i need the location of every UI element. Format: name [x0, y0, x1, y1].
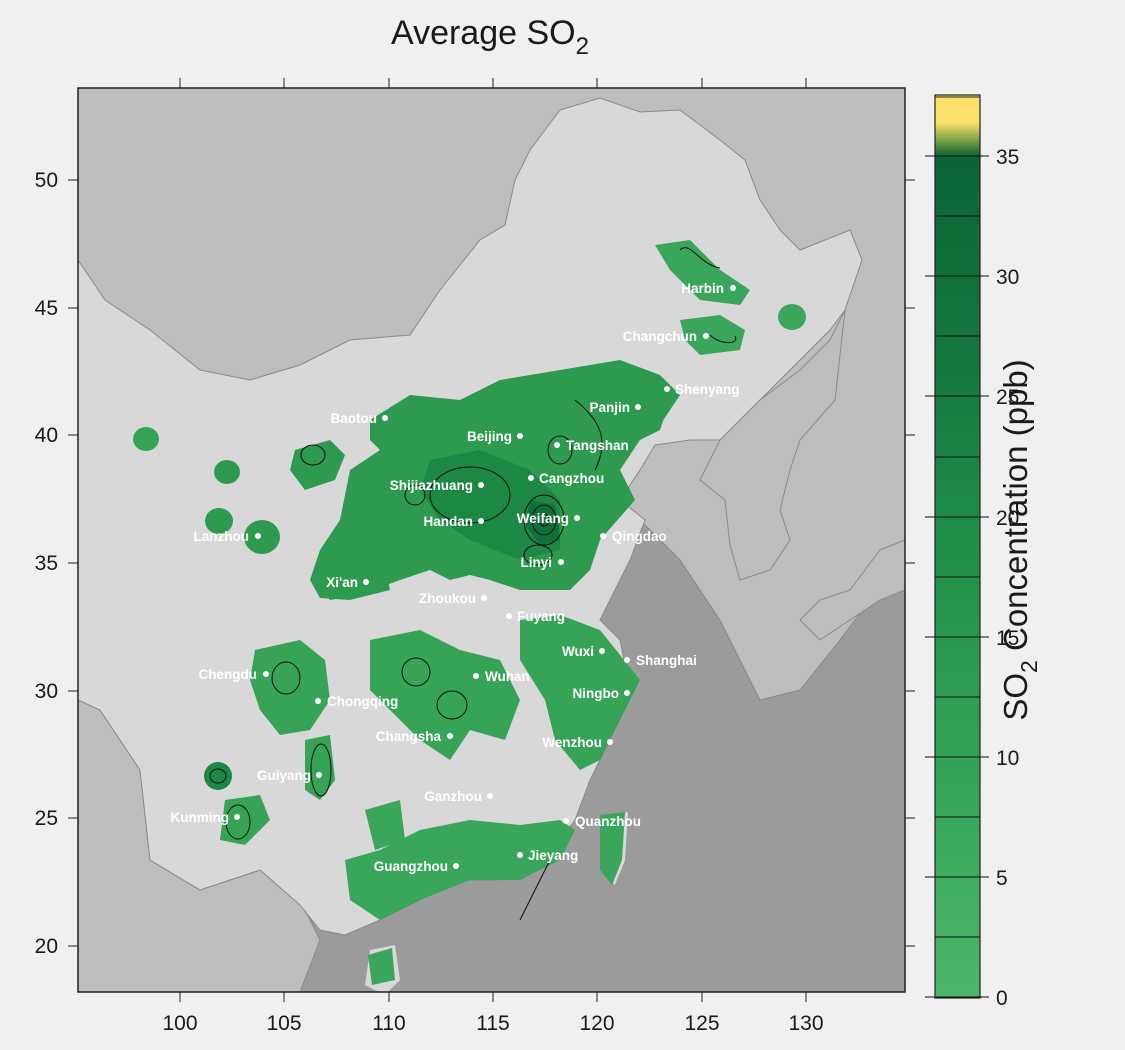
svg-text:45: 45	[35, 297, 58, 320]
svg-text:Cangzhou: Cangzhou	[539, 471, 604, 486]
svg-text:Chengdu: Chengdu	[199, 667, 258, 682]
svg-text:Baotou: Baotou	[331, 411, 378, 426]
map-frame	[77, 87, 906, 993]
x-axis	[179, 78, 807, 1002]
svg-text:Beijing: Beijing	[467, 429, 512, 444]
colorbar	[925, 94, 989, 999]
svg-text:Xi'an: Xi'an	[326, 575, 358, 590]
svg-text:35: 35	[996, 146, 1019, 169]
svg-text:40: 40	[35, 424, 58, 447]
chart-title: Average SO2	[391, 14, 589, 60]
svg-text:Shanghai: Shanghai	[636, 653, 697, 668]
svg-text:Harbin: Harbin	[681, 281, 724, 296]
korea-land	[699, 309, 846, 581]
svg-text:Chongqing: Chongqing	[327, 694, 398, 709]
svg-text:Lanzhou: Lanzhou	[194, 529, 250, 544]
svg-text:Ganzhou: Ganzhou	[424, 789, 482, 804]
svg-text:15: 15	[996, 627, 1019, 650]
svg-text:5: 5	[996, 867, 1008, 890]
contour-lines	[209, 247, 737, 921]
city-markers	[234, 285, 736, 869]
svg-text:Qingdao: Qingdao	[612, 529, 667, 544]
svg-text:25: 25	[996, 386, 1019, 409]
svg-text:130: 130	[788, 1012, 823, 1035]
svg-text:105: 105	[266, 1012, 301, 1035]
svg-text:50: 50	[35, 169, 58, 192]
svg-text:Guiyang: Guiyang	[257, 768, 311, 783]
y-axis	[68, 179, 915, 947]
svg-text:110: 110	[372, 1012, 405, 1035]
svg-text:Wenzhou: Wenzhou	[542, 735, 602, 750]
svg-text:Handan: Handan	[423, 514, 473, 529]
svg-text:Shenyang: Shenyang	[675, 382, 740, 397]
svg-text:Zhoukou: Zhoukou	[419, 591, 476, 606]
svg-text:Changchun: Changchun	[623, 329, 697, 344]
svg-text:125: 125	[684, 1012, 719, 1035]
svg-text:Ningbo: Ningbo	[573, 686, 620, 701]
svg-text:Shijiazhuang: Shijiazhuang	[390, 478, 473, 493]
colorbar-title: SO2 Concentration (ppb)	[997, 359, 1042, 721]
svg-text:0: 0	[996, 987, 1008, 1010]
svg-text:20: 20	[35, 935, 58, 958]
x-tick-labels: 100 105 110 115 120 125 130	[162, 1012, 823, 1035]
svg-text:Wuhan: Wuhan	[485, 669, 530, 684]
svg-text:120: 120	[579, 1012, 614, 1035]
so2-concentration-field	[133, 240, 806, 985]
y-tick-labels: 20 25 30 35 40 45 50	[35, 169, 58, 958]
svg-text:Weifang: Weifang	[517, 511, 569, 526]
svg-text:25: 25	[35, 807, 58, 830]
svg-text:100: 100	[162, 1012, 197, 1035]
svg-text:Linyi: Linyi	[520, 555, 552, 570]
svg-text:Kunming: Kunming	[171, 810, 230, 825]
svg-text:10: 10	[996, 747, 1019, 770]
svg-text:Quanzhou: Quanzhou	[575, 814, 641, 829]
svg-text:Wuxi: Wuxi	[562, 644, 594, 659]
svg-text:115: 115	[476, 1012, 509, 1035]
svg-text:Panjin: Panjin	[589, 400, 630, 415]
city-labels: Harbin Changchun Shenyang Panjin Baotou …	[171, 281, 740, 874]
svg-text:35: 35	[35, 552, 58, 575]
svg-text:30: 30	[35, 680, 58, 703]
svg-text:20: 20	[996, 507, 1019, 530]
colorbar-tick-labels: 0 5 10 15 20 25 30 35	[996, 146, 1019, 1010]
svg-text:Tangshan: Tangshan	[566, 438, 629, 453]
svg-text:Guangzhou: Guangzhou	[374, 859, 448, 874]
svg-text:Fuyang: Fuyang	[517, 609, 565, 624]
svg-text:Jieyang: Jieyang	[528, 848, 578, 863]
svg-text:Changsha: Changsha	[376, 729, 442, 744]
map-area	[78, 88, 905, 992]
japan-land	[799, 539, 905, 641]
svg-text:30: 30	[996, 266, 1019, 289]
